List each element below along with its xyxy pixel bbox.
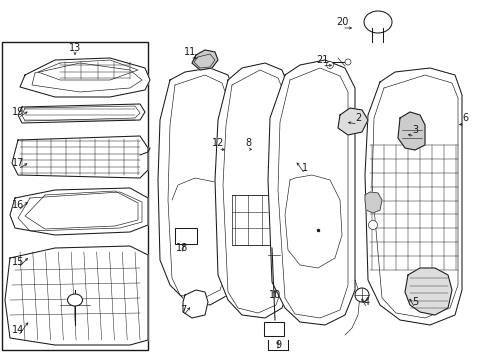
Polygon shape [397, 112, 424, 150]
Text: 11: 11 [183, 47, 196, 57]
Text: 3: 3 [411, 125, 417, 135]
Polygon shape [364, 68, 461, 325]
Ellipse shape [345, 59, 350, 65]
Text: 6: 6 [461, 113, 467, 123]
Polygon shape [183, 290, 207, 318]
Text: 4: 4 [363, 297, 369, 307]
Bar [264, 322, 284, 336]
Text: 12: 12 [211, 138, 224, 148]
Polygon shape [192, 50, 218, 70]
Text: 20: 20 [335, 17, 347, 27]
Text: 1: 1 [301, 163, 307, 173]
Polygon shape [158, 68, 235, 305]
Text: 14: 14 [12, 325, 24, 335]
Polygon shape [12, 136, 148, 178]
Polygon shape [267, 60, 354, 325]
Text: 8: 8 [244, 138, 250, 148]
Text: 13: 13 [69, 43, 81, 53]
Polygon shape [10, 188, 148, 235]
Bar [2, 42, 148, 350]
Text: 5: 5 [411, 297, 417, 307]
Text: 19: 19 [12, 107, 24, 117]
Text: 9: 9 [274, 340, 281, 350]
Polygon shape [215, 63, 289, 318]
Polygon shape [18, 104, 145, 123]
Bar [175, 228, 197, 244]
Text: 16: 16 [12, 200, 24, 210]
Text: 17: 17 [12, 158, 24, 168]
Polygon shape [5, 246, 148, 345]
Ellipse shape [368, 220, 377, 230]
Text: 18: 18 [176, 243, 188, 253]
Text: 7: 7 [180, 305, 186, 315]
Polygon shape [404, 268, 451, 315]
Ellipse shape [326, 62, 333, 68]
Text: 2: 2 [354, 113, 360, 123]
Polygon shape [337, 108, 367, 135]
Polygon shape [364, 192, 381, 213]
Text: 15: 15 [12, 257, 24, 267]
Polygon shape [20, 58, 150, 97]
Text: 21: 21 [315, 55, 327, 65]
Text: 10: 10 [268, 290, 281, 300]
Ellipse shape [363, 11, 391, 33]
Ellipse shape [354, 288, 368, 302]
Ellipse shape [67, 294, 82, 306]
